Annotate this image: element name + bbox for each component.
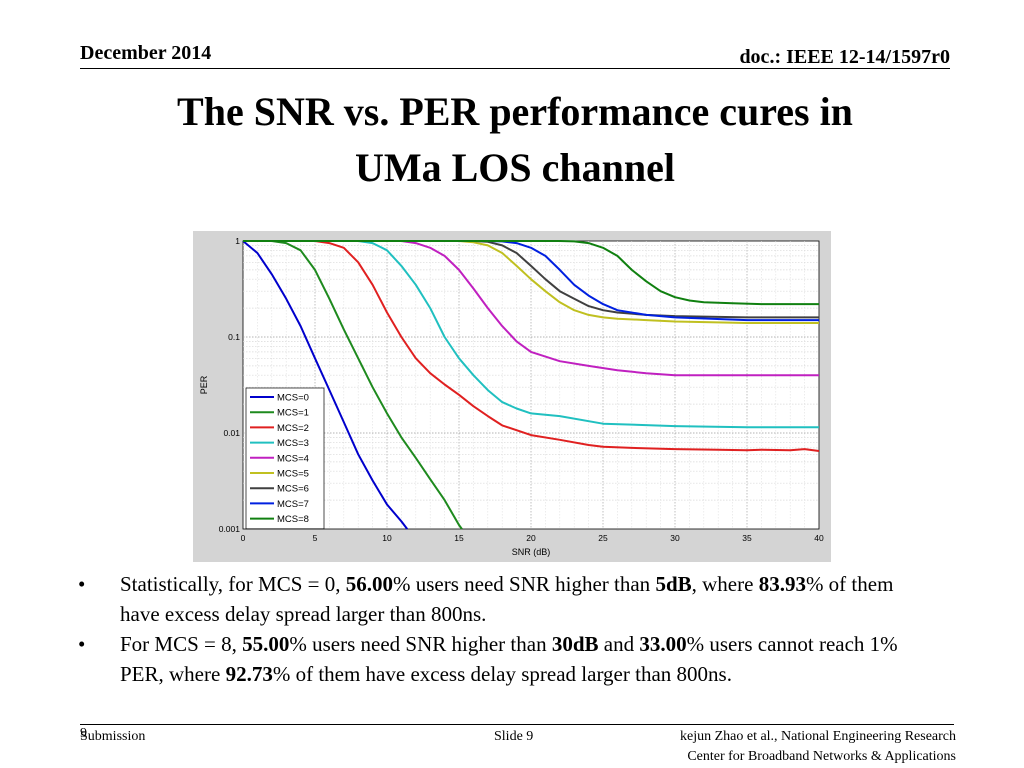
x-tick-label: 30 [670, 533, 680, 543]
header-doc-id: doc.: IEEE 12-14/1597r0 [739, 46, 950, 68]
bullet-marker: • [78, 572, 86, 596]
y-tick-label: 0.01 [223, 428, 240, 438]
bullet-text-run: % users cannot reach 1% PER, where [120, 632, 898, 686]
x-tick-label: 5 [313, 533, 318, 543]
bullet-value: 30dB [551, 632, 599, 656]
legend-label: MCS=8 [277, 514, 309, 525]
legend-label: MCS=7 [277, 499, 309, 510]
bullet-marker: • [78, 632, 86, 656]
y-axis-label: PER [199, 375, 209, 394]
series-line-mcs-4 [243, 240, 819, 377]
title-line-1: The SNR vs. PER performance cures in [177, 89, 853, 134]
per-chart: 0 5 10 15 20 25 30 35 40 1 0.1 0.01 0.001 SNR (dB) P… [193, 231, 831, 562]
footer-divider [80, 724, 954, 725]
x-tick-label: 35 [742, 533, 752, 543]
legend-label: MCS=5 [277, 469, 309, 480]
legend-label: MCS=6 [277, 484, 309, 495]
y-tick-label: 1 [235, 236, 240, 246]
bullet-value: 55.00 [242, 632, 290, 656]
legend-label: MCS=2 [277, 423, 309, 434]
x-tick-label: 0 [241, 533, 246, 543]
series-lines [242, 240, 820, 530]
bullet-value: 83.93 [758, 572, 806, 596]
bullet-text-run: Statistically, for MCS = 0, [120, 572, 346, 596]
bullet-value: 56.00 [345, 572, 393, 596]
bullet-item: • For MCS = 8, 55.00% users need SNR hig… [76, 629, 936, 689]
series-line-mcs-2 [243, 240, 820, 452]
bullet-list: • Statistically, for MCS = 0, 56.00% use… [76, 569, 936, 689]
x-tick-label: 10 [382, 533, 392, 543]
legend-label: MCS=1 [277, 408, 309, 419]
x-tick-label: 40 [814, 533, 824, 543]
y-tick-label: 0.001 [219, 524, 241, 534]
footer-authors-line-2: Center for Broadband Networks & Applicat… [687, 749, 956, 764]
x-tick-label: 20 [526, 533, 536, 543]
header-date: December 2014 [80, 42, 212, 64]
legend-label: MCS=0 [277, 393, 309, 404]
bullet-text-run: , where [691, 572, 759, 596]
tick-labels: 0 5 10 15 20 25 30 35 40 1 0.1 0.01 0.001 [219, 236, 824, 543]
series-line-mcs-5 [243, 240, 819, 324]
bullet-value: 33.00 [639, 632, 687, 656]
footer-page-number: 9 [80, 726, 87, 741]
footer-authors-line-1: kejun Zhao et al., National Engineering … [679, 729, 956, 744]
bullet-item: • Statistically, for MCS = 0, 56.00% use… [76, 569, 936, 629]
x-tick-label: 25 [598, 533, 608, 543]
bullet-text-run: % of them have excess delay spread large… [120, 572, 894, 626]
y-tick-label: 0.1 [228, 332, 240, 342]
footer-slide-number: Slide 9 [494, 729, 534, 744]
bullet-text-run: For MCS = 8, [120, 632, 243, 656]
legend-label: MCS=3 [277, 438, 309, 449]
legend-label: MCS=4 [277, 453, 309, 464]
slide-title: The SNR vs. PER performance cures in UMa… [80, 84, 950, 196]
bullet-text: For MCS = 8, 55.00% users need SNR highe… [120, 629, 936, 689]
series-line-mcs-3 [243, 240, 819, 429]
bullet-text-run: % users need SNR higher than [289, 632, 552, 656]
x-tick-label: 15 [454, 533, 464, 543]
bullet-value: 5dB [655, 572, 692, 596]
bullet-value: 92.73 [225, 662, 273, 686]
legend: MCS=0 MCS=1 MCS=2 MCS=3 MCS=4 MCS=5 MCS=6 MCS=7… [245, 387, 325, 530]
bullet-text: Statistically, for MCS = 0, 56.00% users… [120, 569, 936, 629]
x-axis-label: SNR (dB) [512, 547, 551, 557]
bullet-text-run: and [598, 632, 640, 656]
series-line-mcs-8 [243, 240, 819, 306]
title-line-2: UMa LOS channel [354, 145, 676, 190]
series-line-mcs-0 [242, 240, 408, 530]
header-divider [80, 68, 950, 69]
series-line-mcs-1 [243, 240, 463, 530]
bullet-text-run: % of them have excess delay spread large… [272, 662, 732, 686]
footer-submission: Submission [80, 729, 146, 744]
footer-authors: kejun Zhao et al., National Engineering … [680, 727, 956, 767]
bullet-text-run: % users need SNR higher than [392, 572, 656, 596]
